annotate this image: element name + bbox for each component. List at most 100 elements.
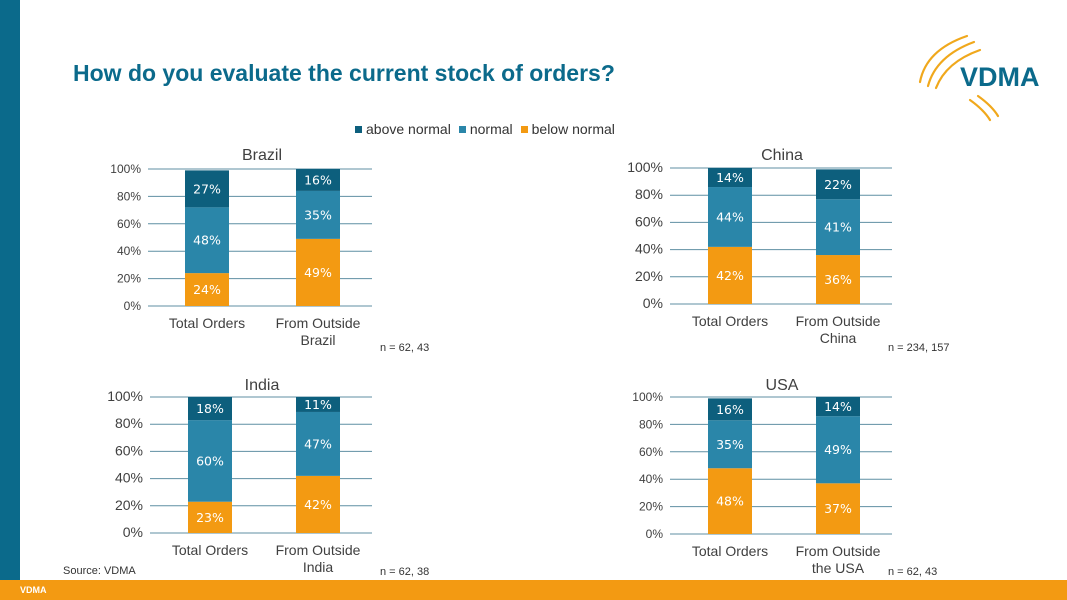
sample-size-india: n = 62, 38 xyxy=(380,566,430,578)
data-label-china: 42% xyxy=(716,268,744,283)
data-label-usa: 35% xyxy=(716,437,744,452)
bar-segment-brazil-normal xyxy=(185,207,229,274)
bar-segment-china-below-normal xyxy=(816,255,860,304)
bar-segment-brazil-below-normal xyxy=(185,273,229,306)
y-tick-label-brazil: 60% xyxy=(117,217,141,231)
category-label-usa: Total Orders xyxy=(692,543,768,559)
y-tick-label-china: 40% xyxy=(635,241,663,257)
chart-legend: above normal normal below normal xyxy=(355,121,623,139)
bar-segment-usa-normal xyxy=(816,416,860,484)
bar-segment-china-normal xyxy=(708,187,752,247)
category-label-usa: the USA xyxy=(812,560,865,576)
y-tick-label-china: 100% xyxy=(627,159,663,175)
data-label-usa: 48% xyxy=(716,494,744,509)
bar-segment-usa-above-normal xyxy=(708,398,752,421)
data-label-brazil: 35% xyxy=(304,207,332,222)
bar-segment-usa-below-normal xyxy=(816,483,860,534)
category-label-india: India xyxy=(303,559,334,575)
legend-swatch xyxy=(458,125,466,133)
y-tick-label-brazil: 80% xyxy=(117,189,141,203)
data-label-brazil: 24% xyxy=(193,282,221,297)
bar-segment-india-above-normal xyxy=(188,397,232,421)
y-tick-label-usa: 20% xyxy=(639,500,663,514)
data-label-usa: 14% xyxy=(824,399,852,414)
category-label-brazil: Total Orders xyxy=(169,315,245,331)
legend-swatch xyxy=(520,125,528,133)
legend-item-below-normal: below normal xyxy=(520,121,615,137)
chart-title-usa: USA xyxy=(766,377,799,394)
y-tick-label-usa: 0% xyxy=(646,527,664,541)
source-note: Source: VDMA xyxy=(63,565,136,577)
page-title: How do you evaluate the current stock of… xyxy=(73,60,615,86)
y-tick-label-india: 20% xyxy=(115,497,143,513)
chart-title-india: India xyxy=(245,377,280,394)
bar-segment-india-below-normal xyxy=(188,501,232,533)
data-label-brazil: 49% xyxy=(304,265,332,280)
legend-item-above-normal: above normal xyxy=(355,121,451,137)
sample-size-brazil: n = 62, 43 xyxy=(380,342,430,354)
sample-size-usa: n = 62, 43 xyxy=(888,566,938,578)
data-label-india: 42% xyxy=(304,497,332,512)
y-tick-label-china: 20% xyxy=(635,268,663,284)
bar-segment-brazil-above-normal xyxy=(296,169,340,191)
bar-segment-india-above-normal xyxy=(296,397,340,412)
bar-segment-usa-below-normal xyxy=(708,468,752,534)
bar-segment-china-above-normal xyxy=(816,169,860,200)
chart-title-brazil: Brazil xyxy=(242,147,282,164)
chart-title-china: China xyxy=(761,147,803,164)
data-label-china: 44% xyxy=(716,209,744,224)
footer-label: VDMA xyxy=(20,585,47,595)
bar-segment-india-below-normal xyxy=(296,475,340,533)
y-tick-label-usa: 100% xyxy=(632,390,663,404)
bar-segment-india-normal xyxy=(188,420,232,502)
footer-bar xyxy=(0,580,1067,600)
legend-label: below normal xyxy=(531,121,615,137)
bar-segment-brazil-normal xyxy=(296,190,340,239)
category-label-brazil: Brazil xyxy=(300,332,335,348)
data-label-brazil: 16% xyxy=(304,172,332,187)
data-label-india: 23% xyxy=(196,510,224,525)
category-label-usa: From Outside xyxy=(796,543,881,559)
y-tick-label-brazil: 40% xyxy=(117,244,141,258)
y-tick-label-india: 0% xyxy=(123,524,143,540)
logo-text: VDMA xyxy=(960,62,1040,92)
y-tick-label-india: 80% xyxy=(115,415,143,431)
data-label-india: 11% xyxy=(304,397,332,412)
vdma-logo: VDMA xyxy=(918,34,1040,122)
y-tick-label-usa: 40% xyxy=(639,472,663,486)
bar-segment-china-above-normal xyxy=(708,168,752,188)
data-label-usa: 37% xyxy=(824,501,852,516)
data-label-usa: 49% xyxy=(824,442,852,457)
y-tick-label-india: 60% xyxy=(115,442,143,458)
bar-segment-brazil-above-normal xyxy=(185,170,229,208)
bar-segment-india-normal xyxy=(296,411,340,476)
y-tick-label-india: 40% xyxy=(115,470,143,486)
data-label-china: 14% xyxy=(716,170,744,185)
y-tick-label-brazil: 20% xyxy=(117,272,141,286)
data-label-china: 41% xyxy=(824,220,852,235)
bar-segment-brazil-below-normal xyxy=(296,238,340,306)
category-label-china: Total Orders xyxy=(692,313,768,329)
category-label-china: From Outside xyxy=(796,313,881,329)
y-tick-label-india: 100% xyxy=(107,388,143,404)
data-label-usa: 16% xyxy=(716,402,744,417)
legend-swatch xyxy=(355,125,362,133)
data-label-india: 18% xyxy=(196,401,224,416)
data-label-china: 22% xyxy=(824,177,852,192)
bar-segment-china-below-normal xyxy=(708,246,752,304)
y-tick-label-brazil: 100% xyxy=(110,162,141,176)
category-label-china: China xyxy=(820,330,857,346)
data-label-india: 60% xyxy=(196,453,224,468)
left-accent-bar xyxy=(0,0,20,600)
bar-segment-china-normal xyxy=(816,199,860,256)
category-label-india: Total Orders xyxy=(172,542,248,558)
sample-size-china: n = 234, 157 xyxy=(888,342,950,354)
bar-segment-usa-normal xyxy=(708,420,752,469)
legend-item-normal: normal xyxy=(458,121,513,137)
legend-label: above normal xyxy=(366,121,451,137)
y-tick-label-china: 80% xyxy=(635,186,663,202)
category-label-india: From Outside xyxy=(276,542,361,558)
y-tick-label-china: 0% xyxy=(643,295,663,311)
bar-segment-usa-above-normal xyxy=(816,397,860,417)
